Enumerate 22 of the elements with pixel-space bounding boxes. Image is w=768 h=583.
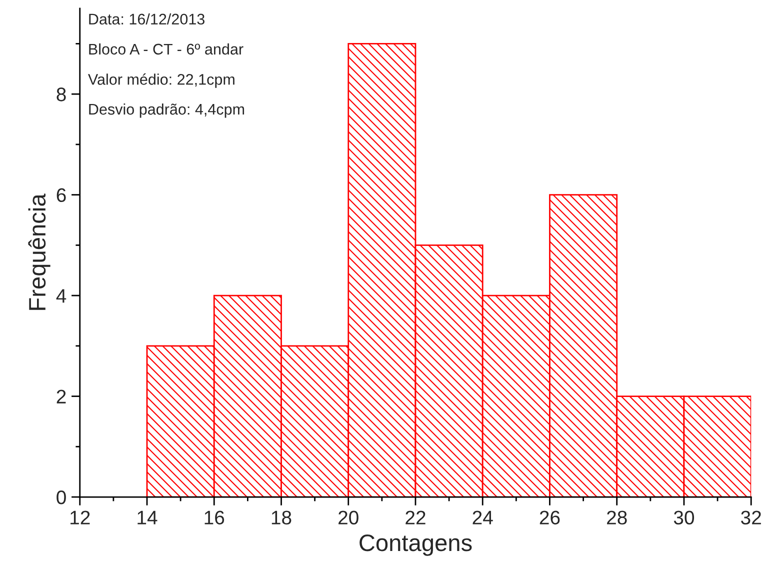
x-tick-label: 16 bbox=[204, 510, 224, 524]
x-tick-label: 30 bbox=[674, 510, 694, 524]
annotation: Desvio padrão: 4,4cpm bbox=[89, 103, 244, 118]
x-tick-label: 24 bbox=[472, 510, 493, 524]
y-tick-label: 0 bbox=[56, 490, 66, 504]
x-tick-label: 32 bbox=[741, 510, 761, 524]
x-tick-label: 22 bbox=[406, 510, 426, 524]
y-tick-label: 2 bbox=[56, 390, 66, 404]
y-tick-label: 6 bbox=[56, 188, 66, 202]
annotation: Data: 16/12/2013 bbox=[89, 13, 204, 25]
y-tick-label: 8 bbox=[56, 88, 66, 102]
x-tick-label: 18 bbox=[272, 510, 292, 524]
x-tick-label: 28 bbox=[607, 510, 627, 524]
x-tick-label: 12 bbox=[70, 510, 90, 524]
annotation: Valor médio: 22,1cpm bbox=[88, 73, 234, 88]
y-tick-label: 4 bbox=[56, 289, 66, 303]
annotation: Bloco A - CT - 6º andar bbox=[89, 43, 244, 55]
y-axis-title: Frequência bbox=[28, 194, 50, 310]
x-tick-label: 26 bbox=[540, 510, 560, 524]
x-tick-label: 20 bbox=[338, 510, 358, 524]
x-tick-label: 14 bbox=[138, 510, 158, 524]
x-axis-title: Contagens bbox=[360, 534, 472, 556]
